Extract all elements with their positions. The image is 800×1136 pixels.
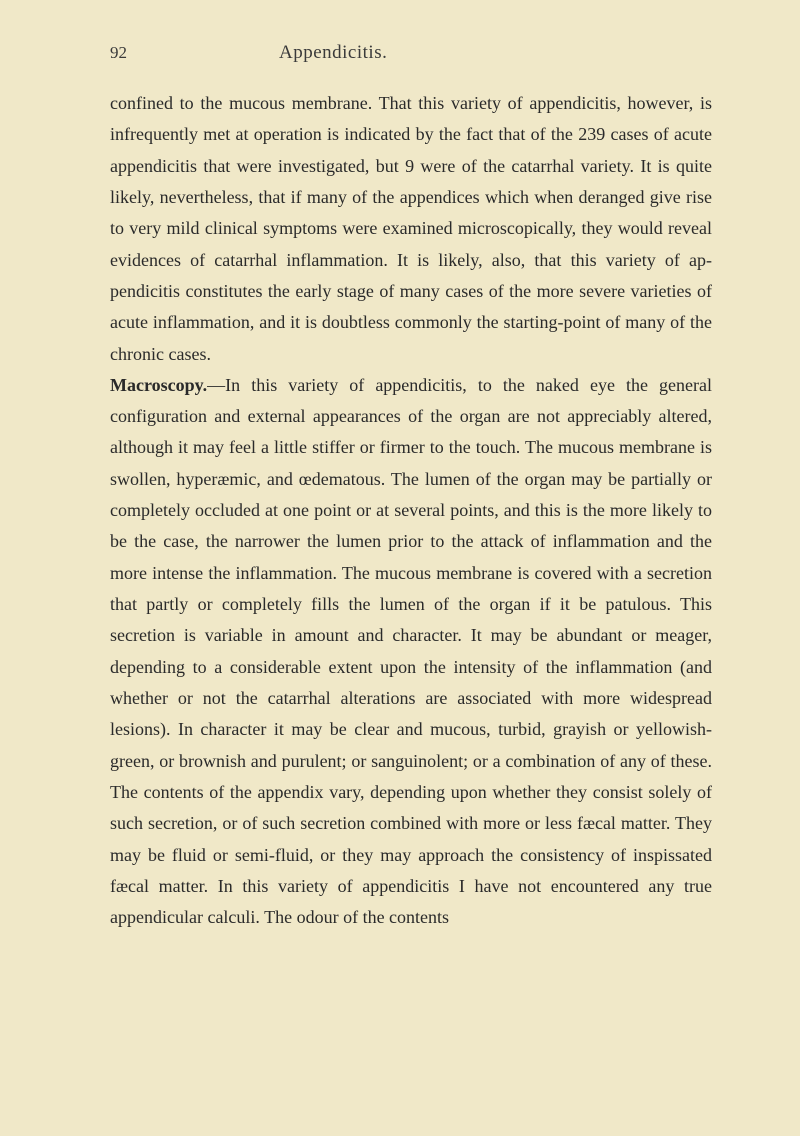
paragraph-1: confined to the mucous membrane. That th… [110, 93, 712, 364]
paragraph-2-body: —In this variety of appendicitis, to the… [110, 375, 712, 927]
paragraph-2: Macroscopy.—In this variety of appendici… [110, 375, 712, 927]
body-content: confined to the mucous membrane. That th… [110, 88, 712, 933]
page-header: 92 Appendicitis. [110, 42, 712, 64]
macroscopy-term: Macroscopy. [110, 375, 207, 395]
page-title: Appendicitis. [279, 42, 387, 64]
page-number: 92 [110, 43, 127, 63]
